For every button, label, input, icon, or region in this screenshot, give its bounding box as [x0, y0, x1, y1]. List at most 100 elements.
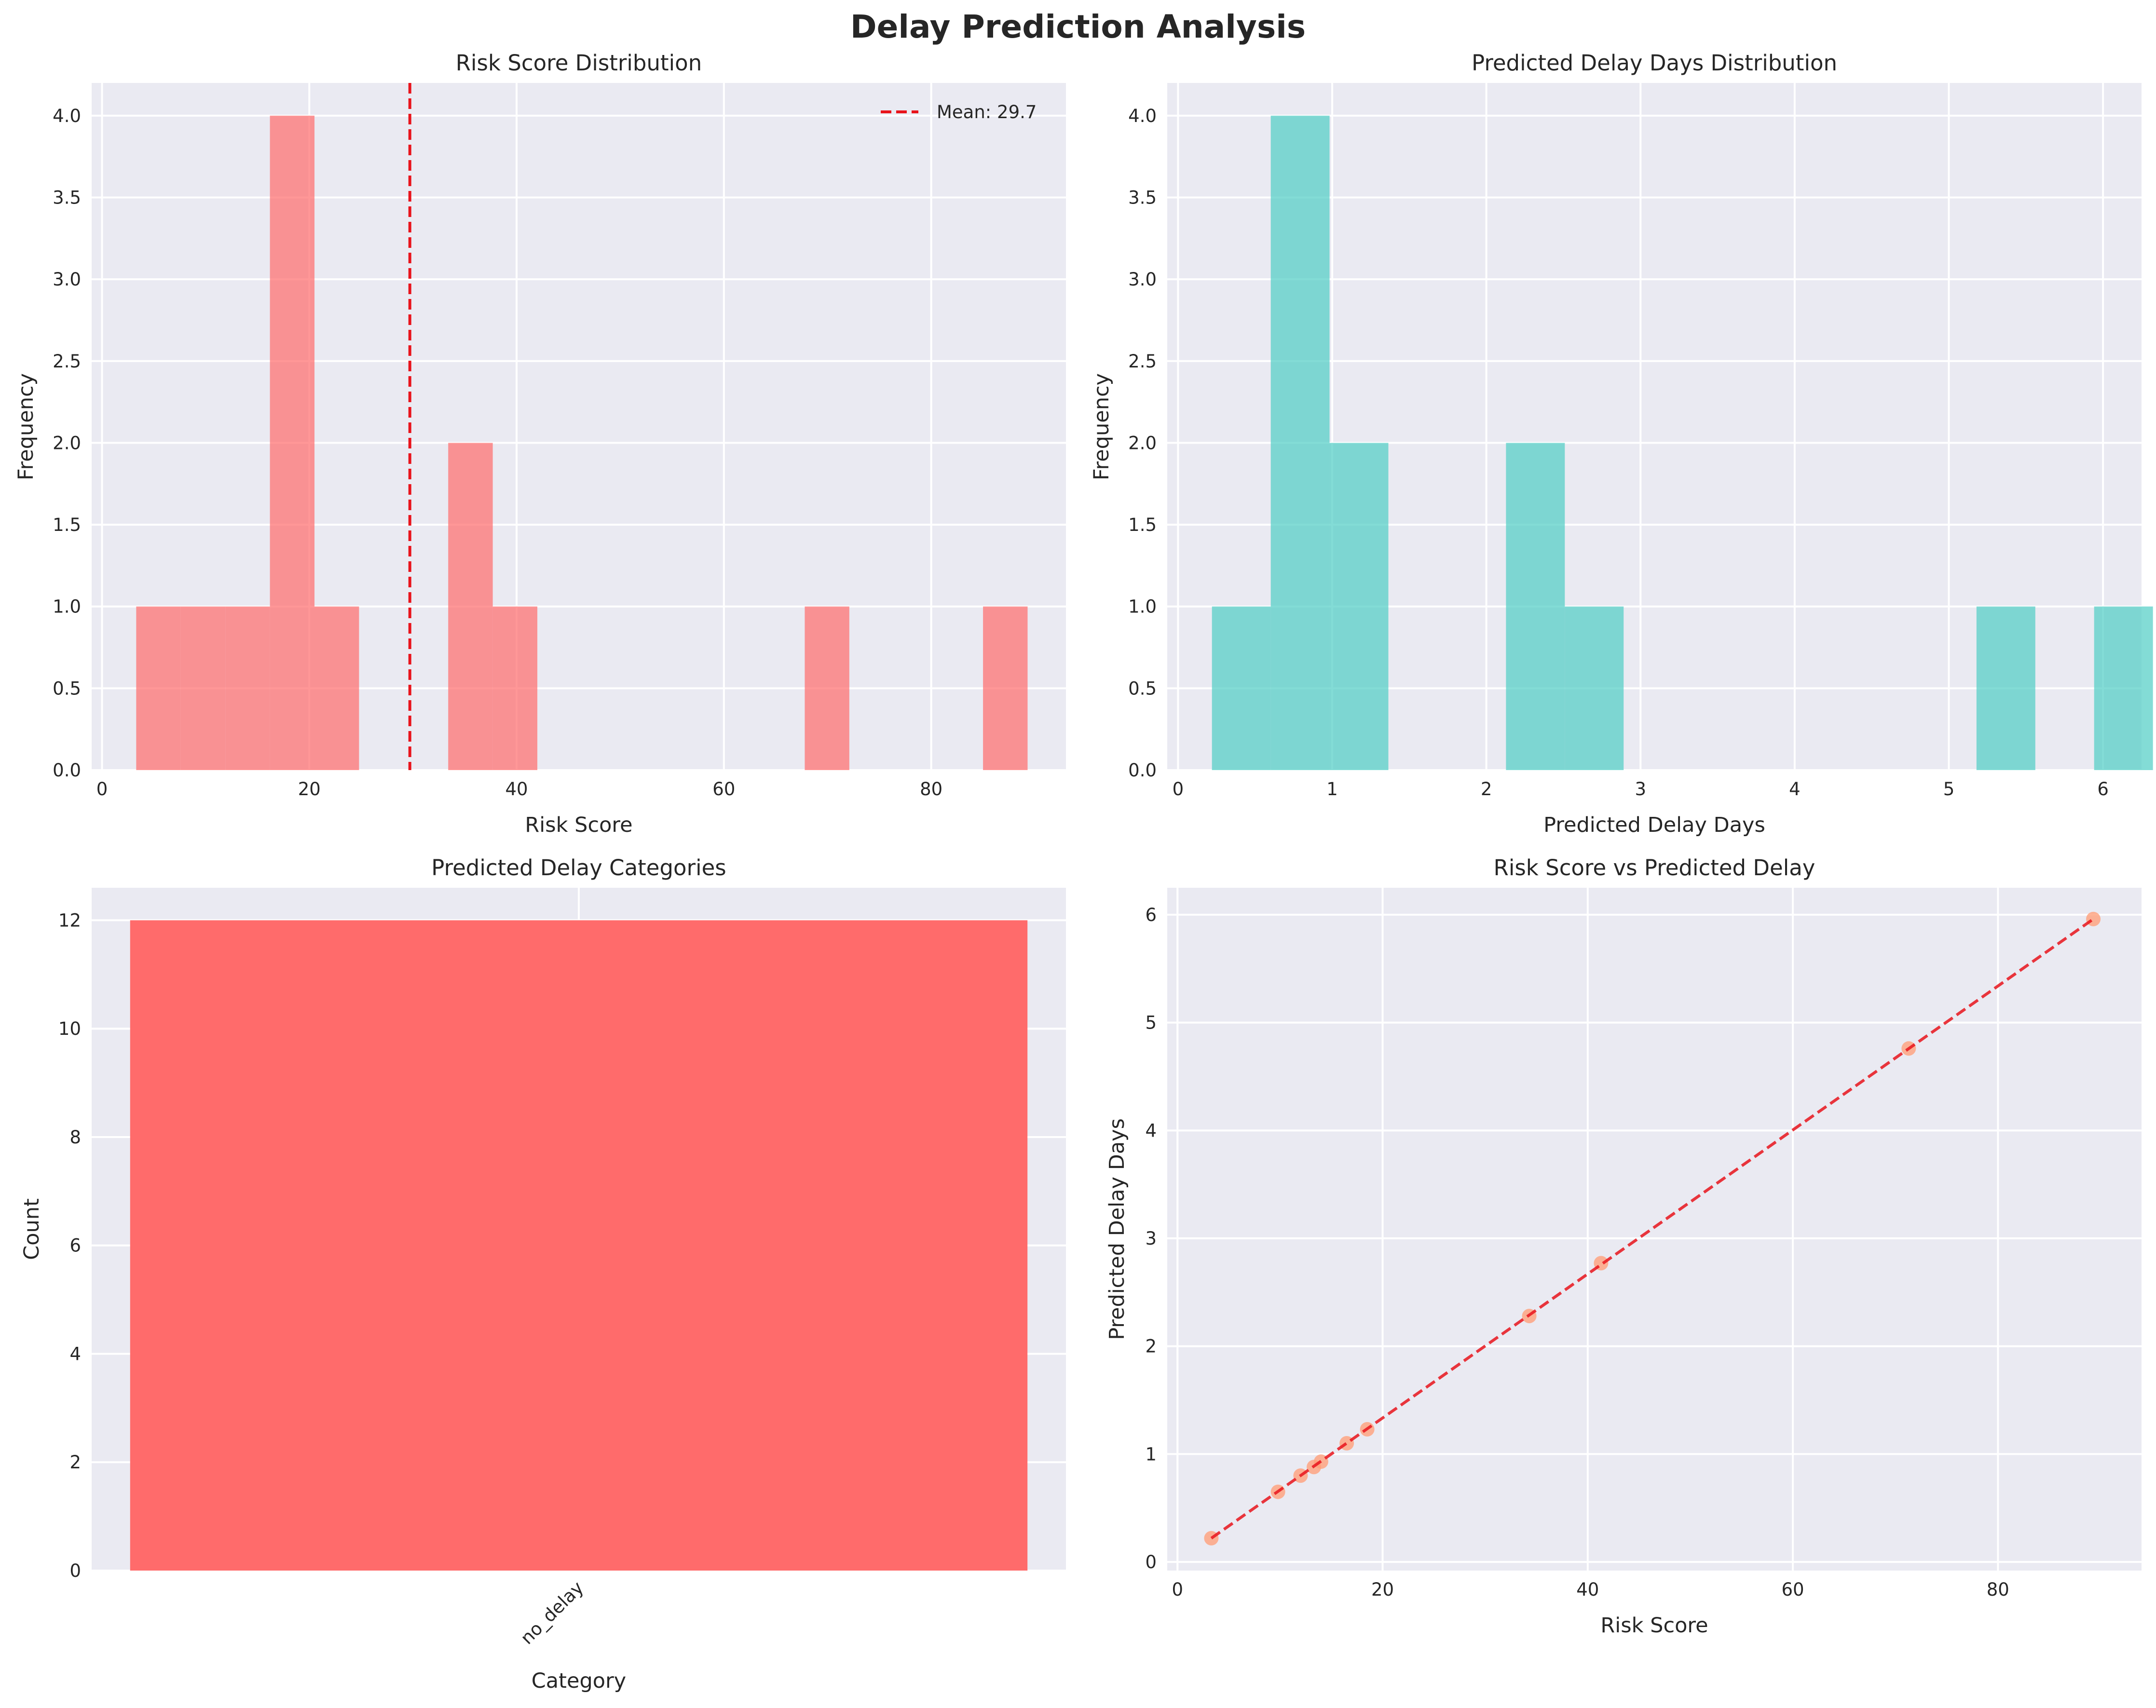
y-tick-labels: 0.0 0.5 1.0 1.5 2.0 2.5 3.0 3.5 4.0	[53, 106, 81, 781]
x-tick-label: 4	[1789, 779, 1801, 800]
y-tick-label: 3	[1145, 1228, 1157, 1249]
risk-score-histogram: 0 20 40 60 80 0.0 0.5 1.0 1.5 2.0 2.5 3.0 3.5 4.0 Ri…	[14, 50, 1066, 837]
x-tick-label: 3	[1635, 779, 1646, 800]
chart-title: Predicted Delay Categories	[431, 855, 726, 881]
x-tick-label: 60	[1782, 1579, 1804, 1600]
histogram-bar	[1565, 606, 1624, 770]
x-axis-label: Category	[532, 1669, 626, 1693]
histogram-bar	[314, 606, 359, 770]
y-tick-label: 5	[1145, 1013, 1157, 1033]
category-bar	[130, 920, 1028, 1571]
x-axis-label: Risk Score	[1600, 1613, 1708, 1638]
legend-label-mean: Mean: 29.7	[937, 102, 1037, 122]
y-tick-label: 2.0	[53, 433, 81, 453]
y-tick-label: 2.5	[53, 351, 81, 372]
y-tick-label: 3.0	[53, 269, 81, 290]
y-tick-label: 3.5	[1128, 188, 1157, 208]
x-tick-labels: 0 1 2 3 4 5 6	[1173, 779, 2109, 800]
histogram-bar	[136, 606, 181, 770]
y-tick-labels: 0 1 2 3 4 5 6	[1145, 905, 1157, 1572]
x-tick-label: 2	[1481, 779, 1492, 800]
histogram-bar	[805, 606, 849, 770]
x-tick-labels: no_delay	[517, 1577, 588, 1649]
x-tick-label: no_delay	[517, 1577, 588, 1649]
x-tick-label: 40	[1576, 1579, 1599, 1600]
x-axis-label: Predicted Delay Days	[1543, 813, 1765, 837]
x-tick-labels: 0 20 40 60 80	[96, 779, 942, 800]
x-tick-label: 0	[1172, 1579, 1183, 1600]
y-axis-label: Frequency	[14, 373, 38, 480]
y-tick-label: 3.5	[53, 188, 81, 208]
histogram-bar	[225, 606, 270, 770]
histogram-bar	[180, 606, 226, 770]
trend-line	[1210, 918, 2094, 1540]
y-tick-labels: 0 2 4 6 8 10 12	[58, 910, 81, 1581]
y-tick-label: 1.0	[53, 596, 81, 617]
y-tick-label: 1.5	[1128, 515, 1157, 535]
y-tick-label: 6	[1145, 905, 1157, 925]
y-tick-label: 4.0	[53, 106, 81, 126]
chart-title: Risk Score vs Predicted Delay	[1494, 855, 1815, 881]
histogram-bar	[1506, 443, 1565, 770]
y-tick-label: 1	[1145, 1444, 1157, 1464]
x-tick-label: 40	[505, 779, 528, 800]
y-tick-label: 0.5	[1128, 678, 1157, 699]
y-axis-label: Predicted Delay Days	[1105, 1118, 1129, 1340]
y-tick-label: 0	[1145, 1552, 1157, 1572]
x-tick-label: 20	[1371, 1579, 1394, 1600]
y-tick-label: 6	[69, 1235, 81, 1256]
y-tick-label: 4	[1145, 1120, 1157, 1141]
x-tick-label: 0	[1173, 779, 1184, 800]
x-tick-label: 6	[2097, 779, 2109, 800]
delay-days-histogram: 0 1 2 3 4 5 6 0.0 0.5 1.0 1.5 2.0 2.5 3.0 3.5 4.0 Pred…	[1090, 50, 2153, 837]
y-tick-label: 10	[58, 1018, 81, 1039]
risk-vs-delay-scatter: 0 20 40 60 80 0 1 2 3 4 5 6 Risk Score vs Predicte…	[1105, 855, 2142, 1638]
legend: Mean: 29.7	[881, 102, 1037, 122]
x-tick-labels: 0 20 40 60 80	[1172, 1579, 2009, 1600]
y-tick-label: 2.0	[1128, 433, 1157, 453]
x-tick-label: 20	[298, 779, 321, 800]
y-tick-label: 0.5	[53, 678, 81, 699]
y-axis-label: Frequency	[1090, 373, 1114, 480]
histogram-bars	[136, 115, 1028, 770]
histogram-bar	[1212, 606, 1271, 770]
y-tick-label: 1.0	[1128, 596, 1157, 617]
y-axis-label: Count	[20, 1198, 44, 1260]
histogram-bars	[1212, 115, 2153, 770]
y-tick-label: 2	[1145, 1336, 1157, 1357]
histogram-bar	[270, 115, 315, 770]
histogram-bar	[2094, 606, 2153, 770]
chart-title: Predicted Delay Days Distribution	[1472, 50, 1837, 76]
y-tick-labels: 0.0 0.5 1.0 1.5 2.0 2.5 3.0 3.5 4.0	[1128, 106, 1157, 781]
histogram-bar	[1329, 443, 1389, 770]
x-axis-label: Risk Score	[525, 813, 632, 837]
delay-categories-bar-chart: no_delay 0 2 4 6 8 10 12 Predicted Delay Categ…	[20, 855, 1066, 1693]
histogram-bar	[1270, 115, 1330, 770]
y-tick-label: 0.0	[53, 760, 81, 781]
y-tick-label: 1.5	[53, 515, 81, 535]
histogram-bar	[983, 606, 1028, 770]
x-tick-label: 0	[96, 779, 108, 800]
chart-title: Risk Score Distribution	[456, 50, 702, 76]
y-tick-label: 2	[69, 1452, 81, 1473]
histogram-bar	[1976, 606, 2035, 770]
x-tick-label: 5	[1943, 779, 1955, 800]
x-tick-label: 80	[1987, 1579, 2009, 1600]
y-tick-label: 0	[69, 1560, 81, 1581]
x-tick-label: 1	[1326, 779, 1338, 800]
y-tick-label: 12	[58, 910, 81, 931]
category-bars	[130, 920, 1028, 1571]
histogram-bar	[492, 606, 538, 770]
y-tick-label: 4	[69, 1343, 81, 1364]
figure-title: Delay Prediction Analysis	[850, 8, 1306, 45]
y-tick-label: 2.5	[1128, 351, 1157, 372]
x-tick-label: 80	[920, 779, 942, 800]
x-tick-label: 60	[712, 779, 735, 800]
y-tick-label: 3.0	[1128, 269, 1157, 290]
trend-line-group	[1210, 918, 2094, 1540]
histogram-bar	[448, 443, 493, 770]
y-tick-label: 4.0	[1128, 106, 1157, 126]
y-tick-label: 0.0	[1128, 760, 1157, 781]
